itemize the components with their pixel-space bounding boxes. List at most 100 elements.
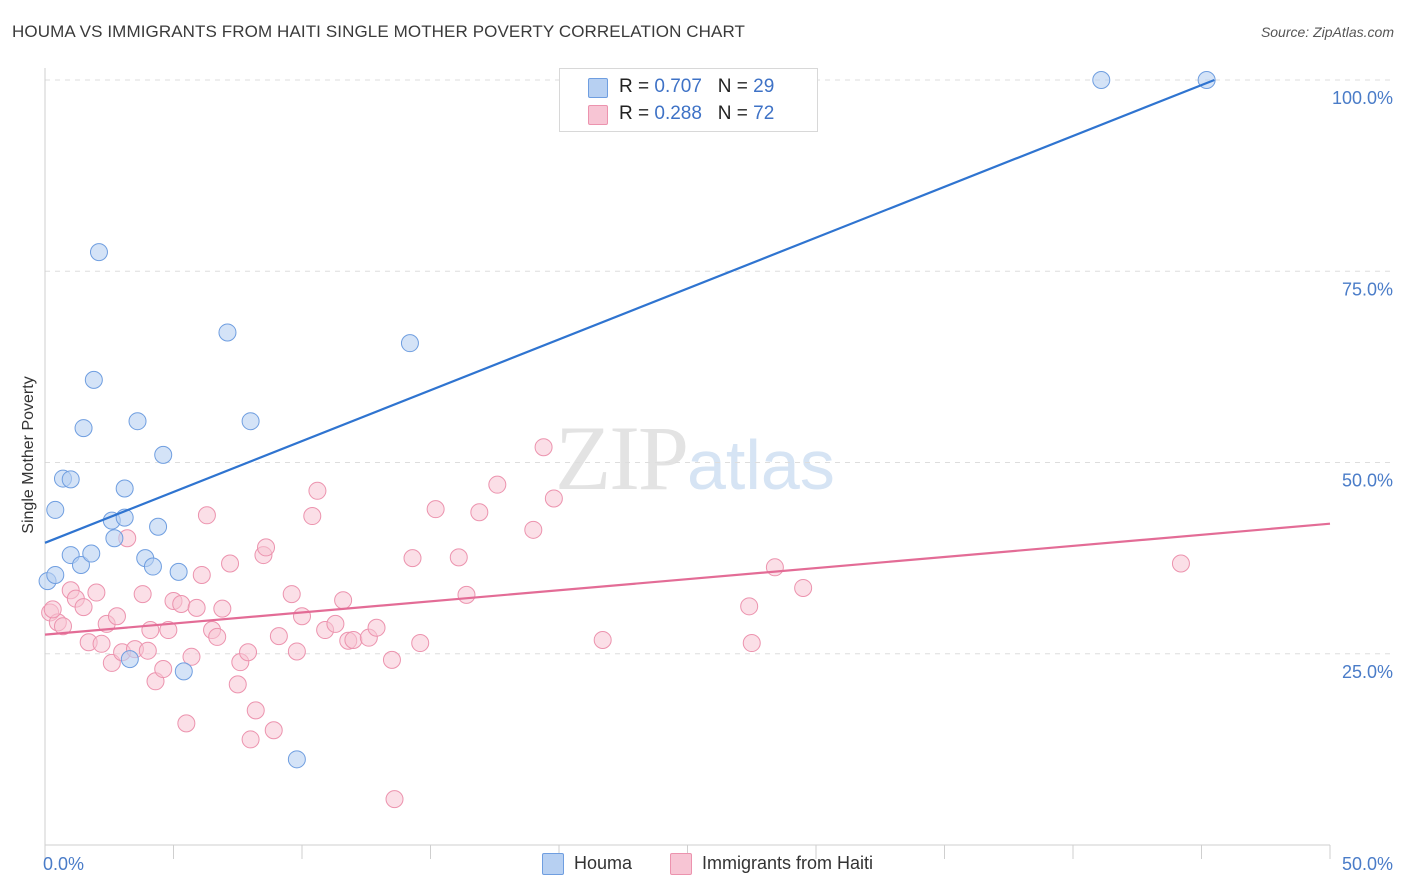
haiti-point <box>1171 554 1190 573</box>
correlation-legend: R = 0.707 N = 29 R = 0.288 N = 72 <box>559 68 818 132</box>
y-tick-label: 50.0% <box>1342 471 1393 491</box>
haiti-point <box>403 549 422 568</box>
haiti-point <box>269 627 288 646</box>
haiti-point <box>246 701 265 720</box>
haiti-point <box>765 558 784 577</box>
haiti-point <box>344 630 363 649</box>
haiti-point <box>534 438 553 457</box>
haiti-point <box>742 634 761 653</box>
haiti-point <box>159 621 178 640</box>
legend-swatch-haiti <box>588 105 608 125</box>
gridlines <box>45 79 1395 655</box>
haiti-point <box>367 618 386 637</box>
legend-n-value: 72 <box>753 103 775 124</box>
zipatlas-watermark: ZIPatlas <box>555 405 835 511</box>
houma-point <box>71 556 90 575</box>
haiti-point <box>172 595 191 614</box>
haiti-point <box>92 634 111 653</box>
haiti-point <box>74 598 93 617</box>
haiti-point <box>287 642 306 661</box>
houma-point <box>46 565 65 584</box>
haiti-point <box>241 730 260 749</box>
haiti-point <box>221 554 240 573</box>
legend-r-label: R = <box>619 103 655 124</box>
houma-point <box>120 650 139 669</box>
haiti-point <box>382 650 401 669</box>
bottom-legend-label-haiti: Immigrants from Haiti <box>702 853 874 873</box>
haiti-point <box>154 660 173 679</box>
tick-labels: 25.0% 50.0% 75.0% 100.0% 0.0% 50.0% <box>43 88 1393 874</box>
houma-point <box>169 562 188 581</box>
houma-point <box>400 334 419 353</box>
haiti-point <box>457 585 476 604</box>
haiti-point <box>293 607 311 626</box>
houma-point <box>74 419 93 438</box>
haiti-point <box>282 585 301 604</box>
bottom-legend-swatch-haiti <box>670 853 692 875</box>
haiti-point <box>87 583 106 602</box>
y-axis-title: Single Mother Poverty <box>20 376 37 533</box>
legend-n-label: N = <box>717 76 754 97</box>
houma-point <box>174 662 193 681</box>
haiti-point <box>208 627 227 646</box>
houma-point <box>241 412 260 431</box>
haiti-point <box>53 617 72 636</box>
haiti-point <box>43 600 62 619</box>
houma-point <box>84 370 103 389</box>
haiti-point <box>334 591 353 610</box>
haiti-point <box>133 585 152 604</box>
x-tick-label: 50.0% <box>1342 854 1393 874</box>
legend-swatch-houma <box>588 78 608 98</box>
legend-r-label: R = <box>619 76 655 97</box>
haiti-point <box>411 634 430 653</box>
bottom-legend-swatch-houma <box>542 853 564 875</box>
legend-r-value: 0.288 <box>654 103 702 124</box>
chart-title: HOUMA VS IMMIGRANTS FROM HAITI SINGLE MO… <box>12 22 746 41</box>
haiti-point <box>794 578 813 597</box>
houma-point <box>149 517 168 536</box>
haiti-point <box>192 565 211 584</box>
haiti-point <box>197 506 216 525</box>
haiti-point <box>593 630 612 649</box>
houma-trend-line <box>44 78 1215 544</box>
y-tick-label: 25.0% <box>1342 662 1393 682</box>
watermark-zip: ZIP <box>555 407 689 509</box>
haiti-point <box>213 599 232 618</box>
axes <box>44 68 1331 859</box>
y-tick-label: 100.0% <box>1332 88 1393 108</box>
haiti-point <box>182 647 201 666</box>
trend-lines <box>44 78 1331 636</box>
haiti-point <box>426 500 445 519</box>
haiti-point <box>228 675 247 694</box>
houma-points <box>38 71 1216 769</box>
haiti-point <box>107 607 126 626</box>
haiti-point <box>303 507 322 526</box>
houma-point <box>218 323 237 342</box>
legend-n-label: N = <box>717 103 754 124</box>
houma-point <box>143 557 162 576</box>
haiti-point <box>326 614 345 633</box>
source-label: Source: ZipAtlas.com <box>1260 24 1394 40</box>
haiti-point <box>239 643 258 662</box>
haiti-point <box>177 714 196 733</box>
haiti-point <box>138 641 157 660</box>
legend-n-value: 29 <box>753 76 775 97</box>
haiti-point <box>308 481 327 500</box>
houma-point <box>287 750 306 769</box>
haiti-point <box>544 489 563 508</box>
haiti-point <box>470 503 489 522</box>
haiti-point <box>740 597 759 616</box>
houma-point <box>128 412 147 431</box>
watermark-atlas: atlas <box>687 426 835 504</box>
haiti-point <box>257 538 276 557</box>
legend-r-value: 0.707 <box>654 76 702 97</box>
haiti-point <box>488 475 507 494</box>
haiti-point <box>524 520 543 539</box>
haiti-point <box>187 598 206 617</box>
houma-point <box>61 470 80 489</box>
haiti-point <box>385 790 404 809</box>
haiti-point <box>264 721 283 740</box>
x-tick-label: 0.0% <box>43 854 84 874</box>
houma-point <box>115 479 134 498</box>
